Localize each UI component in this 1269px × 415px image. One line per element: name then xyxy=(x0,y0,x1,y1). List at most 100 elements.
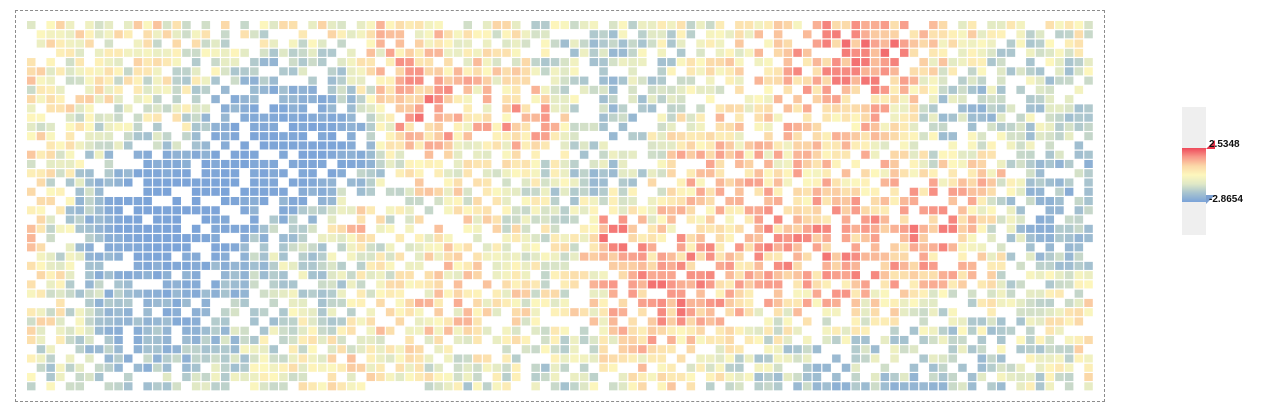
heatmap-cell[interactable] xyxy=(182,21,191,30)
heatmap-cell[interactable] xyxy=(376,122,385,131)
heatmap-cell[interactable] xyxy=(94,271,104,280)
heatmap-cell[interactable] xyxy=(1055,308,1064,317)
heatmap-cell[interactable] xyxy=(599,169,608,178)
heatmap-cell[interactable] xyxy=(541,48,550,57)
heatmap-cell[interactable] xyxy=(85,308,94,317)
heatmap-cell[interactable] xyxy=(114,169,123,178)
heatmap-cell[interactable] xyxy=(385,345,395,354)
heatmap-cell[interactable] xyxy=(657,382,667,391)
heatmap-cell[interactable] xyxy=(259,326,269,335)
heatmap-cell[interactable] xyxy=(803,354,812,363)
heatmap-cell[interactable] xyxy=(221,132,230,141)
heatmap-cell[interactable] xyxy=(541,224,550,233)
heatmap-cell[interactable] xyxy=(1006,373,1016,382)
heatmap-cell[interactable] xyxy=(288,206,298,215)
heatmap-cell[interactable] xyxy=(463,21,473,30)
heatmap-cell[interactable] xyxy=(977,252,987,261)
heatmap-cell[interactable] xyxy=(696,141,705,150)
heatmap-cell[interactable] xyxy=(366,363,376,372)
legend-max-handle[interactable] xyxy=(1206,140,1215,149)
heatmap-cell[interactable] xyxy=(550,67,560,76)
heatmap-cell[interactable] xyxy=(94,30,104,39)
heatmap-cell[interactable] xyxy=(27,113,36,122)
heatmap-cell[interactable] xyxy=(822,169,831,178)
heatmap-cell[interactable] xyxy=(550,122,560,131)
heatmap-cell[interactable] xyxy=(667,30,676,39)
heatmap-cell[interactable] xyxy=(560,187,570,196)
heatmap-cell[interactable] xyxy=(773,271,783,280)
heatmap-cell[interactable] xyxy=(434,252,443,261)
heatmap-cell[interactable] xyxy=(531,345,540,354)
heatmap-cell[interactable] xyxy=(541,178,550,187)
heatmap-cell[interactable] xyxy=(997,298,1006,307)
heatmap-cell[interactable] xyxy=(735,159,744,169)
heatmap-cell[interactable] xyxy=(512,289,521,298)
heatmap-cell[interactable] xyxy=(647,21,657,30)
heatmap-cell[interactable] xyxy=(1055,326,1064,335)
heatmap-cell[interactable] xyxy=(298,58,308,67)
heatmap-cell[interactable] xyxy=(958,113,967,122)
heatmap-cell[interactable] xyxy=(415,363,424,372)
heatmap-cell[interactable] xyxy=(444,345,453,354)
heatmap-cell[interactable] xyxy=(153,85,162,94)
heatmap-cell[interactable] xyxy=(162,132,172,141)
heatmap-cell[interactable] xyxy=(938,85,948,94)
heatmap-cell[interactable] xyxy=(521,243,531,252)
heatmap-cell[interactable] xyxy=(667,298,676,307)
heatmap-cell[interactable] xyxy=(550,373,560,382)
heatmap-cell[interactable] xyxy=(94,141,104,150)
heatmap-cell[interactable] xyxy=(754,363,764,372)
heatmap-cell[interactable] xyxy=(182,85,191,94)
heatmap-cell[interactable] xyxy=(337,382,346,391)
heatmap-cell[interactable] xyxy=(570,335,579,345)
heatmap-cell[interactable] xyxy=(114,58,123,67)
heatmap-cell[interactable] xyxy=(65,58,75,67)
heatmap-cell[interactable] xyxy=(133,169,143,178)
heatmap-cell[interactable] xyxy=(900,150,909,159)
heatmap-cell[interactable] xyxy=(415,187,424,196)
heatmap-cell[interactable] xyxy=(230,335,240,345)
heatmap-cell[interactable] xyxy=(725,67,734,76)
heatmap-cell[interactable] xyxy=(667,150,676,159)
heatmap-cell[interactable] xyxy=(36,243,46,252)
heatmap-cell[interactable] xyxy=(347,58,356,67)
heatmap-cell[interactable] xyxy=(250,206,259,215)
heatmap-cell[interactable] xyxy=(570,95,579,104)
heatmap-cell[interactable] xyxy=(1055,271,1064,280)
heatmap-cell[interactable] xyxy=(211,317,220,326)
heatmap-cell[interactable] xyxy=(521,169,531,178)
heatmap-cell[interactable] xyxy=(851,85,861,94)
heatmap-cell[interactable] xyxy=(997,95,1006,104)
heatmap-cell[interactable] xyxy=(958,234,967,243)
heatmap-cell[interactable] xyxy=(773,298,783,307)
heatmap-cell[interactable] xyxy=(570,104,579,113)
heatmap-cell[interactable] xyxy=(85,298,94,307)
heatmap-cell[interactable] xyxy=(124,132,133,141)
heatmap-cell[interactable] xyxy=(356,280,366,289)
heatmap-cell[interactable] xyxy=(977,317,987,326)
heatmap-cell[interactable] xyxy=(832,58,841,67)
heatmap-cell[interactable] xyxy=(201,104,211,113)
heatmap-cell[interactable] xyxy=(318,335,327,345)
heatmap-cell[interactable] xyxy=(841,280,851,289)
heatmap-cell[interactable] xyxy=(909,48,919,57)
heatmap-cell[interactable] xyxy=(560,215,570,224)
heatmap-cell[interactable] xyxy=(250,224,259,233)
heatmap-cell[interactable] xyxy=(638,169,647,178)
heatmap-cell[interactable] xyxy=(259,363,269,372)
heatmap-cell[interactable] xyxy=(337,261,346,270)
heatmap-cell[interactable] xyxy=(1084,113,1093,122)
heatmap-cell[interactable] xyxy=(376,373,385,382)
heatmap-cell[interactable] xyxy=(541,280,550,289)
heatmap-cell[interactable] xyxy=(415,169,424,178)
heatmap-cell[interactable] xyxy=(453,289,463,298)
heatmap-cell[interactable] xyxy=(104,317,114,326)
heatmap-cell[interactable] xyxy=(725,197,734,206)
heatmap-cell[interactable] xyxy=(502,271,511,280)
heatmap-cell[interactable] xyxy=(298,48,308,57)
heatmap-cell[interactable] xyxy=(521,345,531,354)
heatmap-cell[interactable] xyxy=(773,150,783,159)
heatmap-cell[interactable] xyxy=(977,150,987,159)
heatmap-cell[interactable] xyxy=(46,363,55,372)
heatmap-cell[interactable] xyxy=(308,159,317,169)
